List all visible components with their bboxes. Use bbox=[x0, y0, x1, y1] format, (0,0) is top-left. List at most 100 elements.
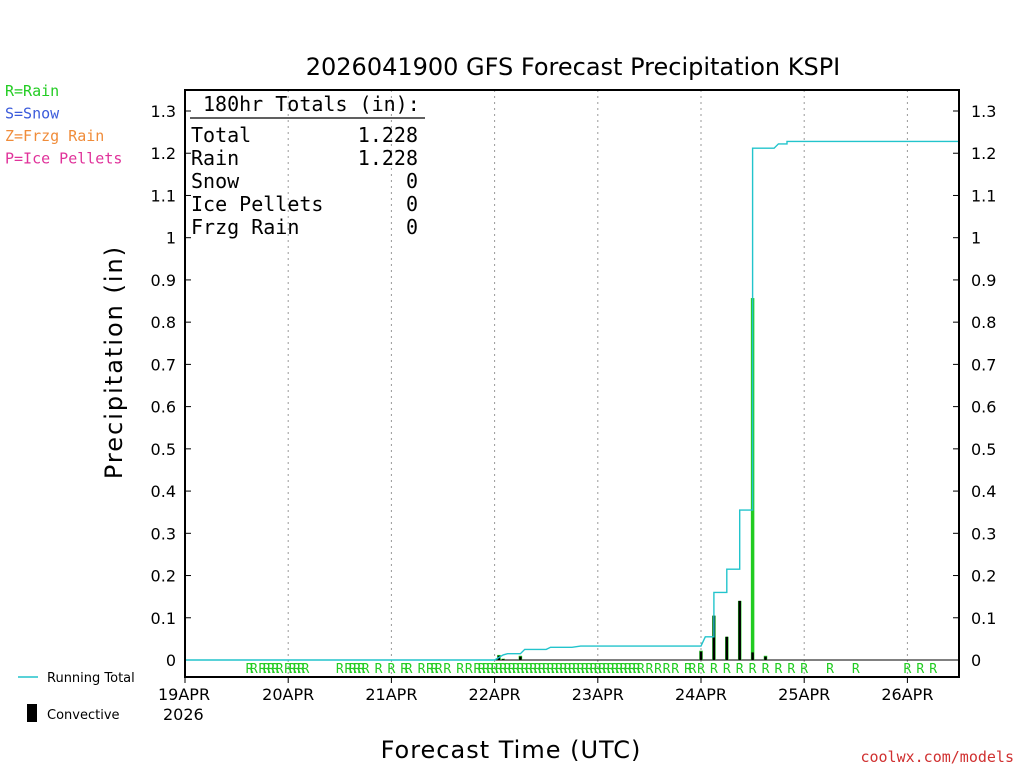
convective-swatch bbox=[27, 704, 37, 722]
rain-type-mark: R bbox=[349, 662, 357, 677]
rain-type-mark: R bbox=[504, 662, 512, 677]
y-tick-label-left: 1 bbox=[166, 229, 176, 248]
totals-box: 180hr Totals (in): Total 1.228 Rain 1.22… bbox=[190, 92, 425, 239]
rain-type-mark: R bbox=[529, 662, 537, 677]
rain-type-mark: R bbox=[375, 662, 383, 677]
rain-type-mark: R bbox=[482, 662, 490, 677]
rain-type-mark: R bbox=[491, 662, 499, 677]
rain-type-mark: R bbox=[602, 662, 610, 677]
rain-type-mark: R bbox=[400, 662, 408, 677]
y-tick-label-left: 0.4 bbox=[151, 482, 176, 501]
y-tick-label-right: 1.3 bbox=[971, 102, 996, 121]
x-tick-label: 19APR bbox=[158, 685, 210, 704]
rain-type-mark: R bbox=[633, 662, 641, 677]
x-tick-label: 25APR bbox=[778, 685, 830, 704]
convective-bar bbox=[712, 615, 716, 660]
y-tick-label-right: 0.4 bbox=[971, 482, 996, 501]
rain-type-mark: R bbox=[852, 662, 860, 677]
rain-type-mark: R bbox=[762, 662, 770, 677]
rain-type-mark: R bbox=[684, 662, 692, 677]
rain-type-mark: R bbox=[301, 662, 309, 677]
totals-total-label: Total bbox=[191, 123, 251, 147]
rain-type-mark: R bbox=[473, 662, 481, 677]
rain-type-mark: R bbox=[585, 662, 593, 677]
rain-type-mark: R bbox=[516, 662, 524, 677]
chart-title: 2026041900 GFS Forecast Precipitation KS… bbox=[306, 53, 841, 81]
y-tick-label-right: 0.7 bbox=[971, 355, 996, 374]
running-total-legend-label: Running Total bbox=[47, 671, 135, 686]
rain-type-mark: R bbox=[916, 662, 924, 677]
rain-type-mark: R bbox=[903, 662, 911, 677]
convective-bar bbox=[751, 652, 754, 660]
y-tick-label-left: 0.3 bbox=[151, 524, 176, 543]
x-tick-label: 23APR bbox=[572, 685, 624, 704]
rain-type-mark: R bbox=[826, 662, 834, 677]
precip-type-legend: R=Rain S=Snow Z=Frzg Rain P=Ice Pellets bbox=[5, 82, 122, 168]
x-axis-label: Forecast Time (UTC) bbox=[381, 736, 642, 764]
y-tick-label-left: 0.6 bbox=[151, 398, 176, 417]
rain-type-mark: R bbox=[555, 662, 563, 677]
rain-type-mark: R bbox=[465, 662, 473, 677]
rain-type-mark: R bbox=[577, 662, 585, 677]
y-tick-label-right: 1.1 bbox=[971, 186, 996, 205]
y-tick-label-right: 0 bbox=[971, 651, 981, 670]
y-tick-label-right: 0.8 bbox=[971, 313, 996, 332]
rain-type-mark: R bbox=[336, 662, 344, 677]
y-tick-label-left: 0.9 bbox=[151, 271, 176, 290]
convective-bar bbox=[738, 600, 741, 660]
totals-snow-label: Snow bbox=[191, 169, 240, 193]
rain-type-mark: R bbox=[929, 662, 937, 677]
y-tick-label-right: 0.3 bbox=[971, 524, 996, 543]
x-tick-label: 26APR bbox=[881, 685, 933, 704]
rain-type-mark: R bbox=[443, 662, 451, 677]
rain-type-mark: R bbox=[654, 662, 662, 677]
rain-type-mark: R bbox=[499, 662, 507, 677]
rain-type-mark: R bbox=[594, 662, 602, 677]
rain-type-mark: R bbox=[559, 662, 567, 677]
rain-type-mark: R bbox=[787, 662, 795, 677]
totals-header: 180hr Totals (in): bbox=[203, 92, 420, 116]
rain-type-mark: R bbox=[736, 662, 744, 677]
rain-type-mark: R bbox=[271, 662, 279, 677]
running-total-line bbox=[185, 140, 959, 661]
rain-type-mark: R bbox=[697, 662, 705, 677]
totals-snow-value: 0 bbox=[406, 169, 418, 193]
rain-type-mark: R bbox=[551, 662, 559, 677]
convective-legend-label: Convective bbox=[47, 708, 120, 723]
rain-type-mark: R bbox=[250, 662, 258, 677]
rain-type-mark: R bbox=[267, 662, 275, 677]
rain-type-mark: R bbox=[628, 662, 636, 677]
y-tick-label-right: 1.2 bbox=[971, 144, 996, 163]
rain-type-mark: R bbox=[749, 662, 757, 677]
convective-bar bbox=[519, 656, 522, 660]
rain-type-mark: R bbox=[611, 662, 619, 677]
rain-type-mark: R bbox=[258, 662, 266, 677]
rain-type-mark: R bbox=[800, 662, 808, 677]
rain-type-mark: R bbox=[564, 662, 572, 677]
convective-bar bbox=[699, 651, 703, 660]
rain-type-mark: R bbox=[521, 662, 529, 677]
series-legend: Running Total Convective bbox=[18, 671, 135, 723]
y-axis-label: Precipitation (in) bbox=[100, 245, 128, 479]
x-tick-year-label: 2026 bbox=[163, 705, 204, 724]
rain-type-mark: R bbox=[357, 662, 365, 677]
y-tick-label-right: 0.9 bbox=[971, 271, 996, 290]
x-tick-label: 20APR bbox=[262, 685, 314, 704]
y-tick-label-right: 0.6 bbox=[971, 398, 996, 417]
y-tick-label-left: 0 bbox=[166, 651, 176, 670]
rain-type-mark: R bbox=[405, 662, 413, 677]
totals-rain-label: Rain bbox=[191, 146, 239, 170]
rain-type-mark: R bbox=[624, 662, 632, 677]
rain-type-mark: R bbox=[387, 662, 395, 677]
rain-type-mark: R bbox=[289, 662, 297, 677]
plot-frame bbox=[184, 89, 960, 678]
y-tick-label-left: 1.2 bbox=[151, 144, 176, 163]
rain-type-mark: R bbox=[362, 662, 370, 677]
rain-type-mark: R bbox=[418, 662, 426, 677]
vertical-gridlines bbox=[185, 90, 959, 677]
ptype-legend-item: R=Rain bbox=[5, 82, 59, 100]
x-tick-label: 22APR bbox=[469, 685, 521, 704]
ptype-legend-item: Z=Frzg Rain bbox=[5, 127, 104, 145]
